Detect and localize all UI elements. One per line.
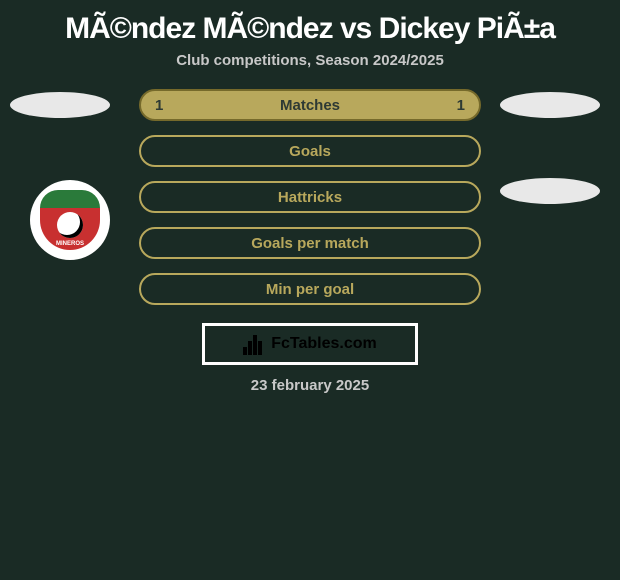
matches-left-value: 1 — [155, 97, 163, 114]
mpg-label: Min per goal — [266, 281, 354, 298]
mpg-pill: Min per goal — [139, 273, 481, 305]
hattricks-row: Hattricks — [0, 181, 620, 213]
chart-icon — [243, 333, 265, 355]
goals-pill: Goals — [139, 135, 481, 167]
goals-row: Goals — [0, 135, 620, 167]
gpm-row: Goals per match — [0, 227, 620, 259]
matches-row: 1 Matches 1 — [0, 89, 620, 121]
gpm-label: Goals per match — [251, 235, 369, 252]
gpm-pill: Goals per match — [139, 227, 481, 259]
brand-text: FcTables.com — [271, 335, 377, 353]
matches-right-value: 1 — [457, 97, 465, 114]
matches-pill: 1 Matches 1 — [139, 89, 481, 121]
page-title: MÃ©ndez MÃ©ndez vs Dickey PiÃ±a — [0, 0, 620, 52]
mpg-row: Min per goal — [0, 273, 620, 305]
brand-box[interactable]: FcTables.com — [202, 323, 418, 365]
date-text: 23 february 2025 — [0, 377, 620, 394]
hattricks-label: Hattricks — [278, 189, 342, 206]
right-avatar-placeholder — [500, 92, 600, 118]
matches-label: Matches — [280, 97, 340, 114]
goals-label: Goals — [289, 143, 331, 160]
subtitle: Club competitions, Season 2024/2025 — [0, 52, 620, 89]
hattricks-pill: Hattricks — [139, 181, 481, 213]
left-avatar-placeholder — [10, 92, 110, 118]
